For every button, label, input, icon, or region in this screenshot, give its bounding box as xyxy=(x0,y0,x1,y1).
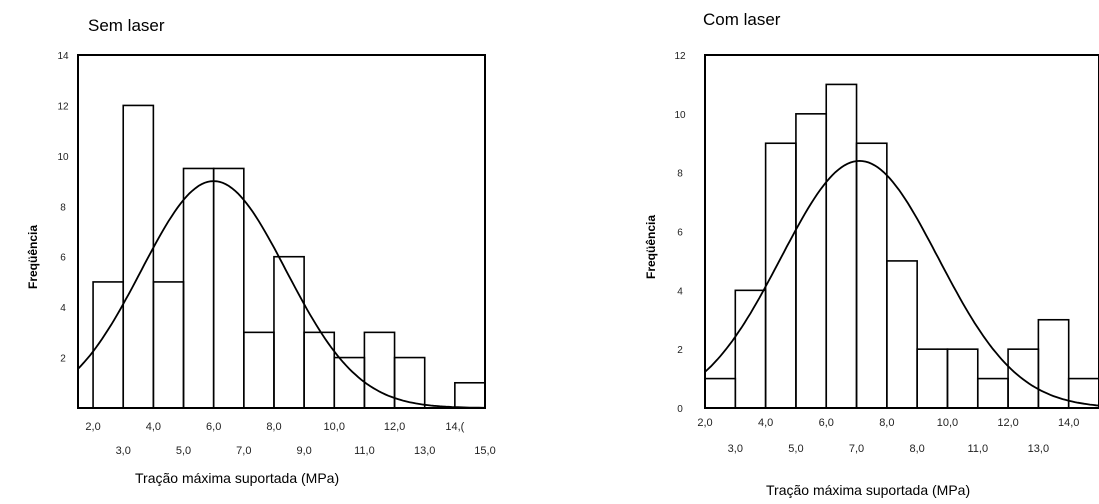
chart2-ytick-7: 12 xyxy=(674,51,686,62)
chart2-xtick-bottom-6: 13,0 xyxy=(1028,443,1049,455)
chart2-xlabel: Tração máxima suportada (MPa) xyxy=(766,482,971,498)
chart2-ytick-2: 2 xyxy=(677,345,683,356)
chart1-bar-6 xyxy=(243,331,275,409)
chart1-bar-4 xyxy=(182,167,215,409)
chart1-ytick-1: 2 xyxy=(60,354,66,365)
chart1-bar-9 xyxy=(333,356,366,409)
chart2-bar-9 xyxy=(946,348,979,409)
chart2-ytick-6: 10 xyxy=(674,110,686,121)
chart2-xtick-bottom-3: 7,0 xyxy=(849,443,864,455)
chart1-xtick-top-3: 6,0 xyxy=(206,421,221,433)
chart2-normal-curve xyxy=(704,159,1099,407)
chart1-xtick-top-7: 14,( xyxy=(445,421,464,433)
chart2-xtick-top-1: 2,0 xyxy=(697,417,712,429)
chart2-bar-6 xyxy=(855,142,888,409)
chart2-xtick-bottom-4: 8,0 xyxy=(910,443,925,455)
chart1-frame xyxy=(77,54,486,409)
chart2-xtick-top-6: 12,0 xyxy=(997,417,1018,429)
chart2-xtick-bottom-1: 3,0 xyxy=(728,443,743,455)
chart2-bar-1 xyxy=(704,377,737,409)
chart1-bar-11 xyxy=(393,356,426,409)
chart2-xtick-top-2: 4,0 xyxy=(758,417,773,429)
chart2-ytick-1: 0 xyxy=(677,404,683,415)
chart1-ytick-3: 6 xyxy=(60,253,66,264)
chart2-bar-3 xyxy=(764,142,797,409)
chart1-bar-5 xyxy=(212,167,245,409)
chart2-bar-4 xyxy=(795,113,828,409)
chart1-bar-13 xyxy=(454,381,486,409)
chart1-xtick-top-5: 10,0 xyxy=(324,421,345,433)
chart2-bar-12 xyxy=(1037,318,1070,409)
chart1-xtick-bottom-4: 9,0 xyxy=(296,445,311,457)
chart2-bar-7 xyxy=(886,260,918,409)
chart2-ytick-5: 8 xyxy=(677,169,683,180)
chart2-bar-2 xyxy=(734,289,767,409)
chart1-xtick-top-2: 4,0 xyxy=(146,421,161,433)
chart2-xtick-bottom-5: 11,0 xyxy=(967,443,988,455)
chart2-frame xyxy=(704,54,1099,409)
chart2-ytick-4: 6 xyxy=(677,228,683,239)
chart1-bar-3 xyxy=(152,281,185,409)
chart2-title: Com laser xyxy=(703,10,781,29)
chart1-xtick-top-6: 12,0 xyxy=(384,421,405,433)
chart2-ytick-3: 4 xyxy=(677,286,683,297)
chart1-ytick-6: 12 xyxy=(57,101,69,112)
chart1-xtick-bottom-2: 5,0 xyxy=(176,445,191,457)
chart1-bar-8 xyxy=(303,331,336,409)
chart1-ytick-7: 14 xyxy=(57,51,69,62)
chart1-xtick-top-4: 8,0 xyxy=(266,421,281,433)
chart2-xtick-top-4: 8,0 xyxy=(879,417,894,429)
chart1-xtick-top-1: 2,0 xyxy=(85,421,100,433)
chart1-ytick-4: 8 xyxy=(60,202,66,213)
chart2-bar-8 xyxy=(916,348,949,409)
chart2-bar-5 xyxy=(825,83,858,409)
chart1-ytick-2: 4 xyxy=(60,303,66,314)
chart2-bar-10 xyxy=(976,377,1009,409)
chart2-xtick-top-5: 10,0 xyxy=(937,417,958,429)
chart1-bar-7 xyxy=(273,255,305,409)
chart1-normal-curve xyxy=(77,180,485,409)
chart1-xlabel: Tração máxima suportada (MPa) xyxy=(135,470,340,486)
chart1-xtick-bottom-1: 3,0 xyxy=(116,445,131,457)
chart1-xtick-bottom-5: 11,0 xyxy=(354,445,375,457)
chart2-xtick-top-3: 6,0 xyxy=(819,417,834,429)
chart1-xtick-bottom-7: 15,0 xyxy=(474,445,495,457)
chart1-title: Sem laser xyxy=(88,16,165,35)
chart1-ytick-5: 10 xyxy=(57,152,69,163)
chart1-xtick-bottom-3: 7,0 xyxy=(236,445,251,457)
chart2-xtick-bottom-2: 5,0 xyxy=(788,443,803,455)
chart2-xtick-top-7: 14,0 xyxy=(1058,417,1079,429)
chart1-xtick-bottom-6: 13,0 xyxy=(414,445,435,457)
